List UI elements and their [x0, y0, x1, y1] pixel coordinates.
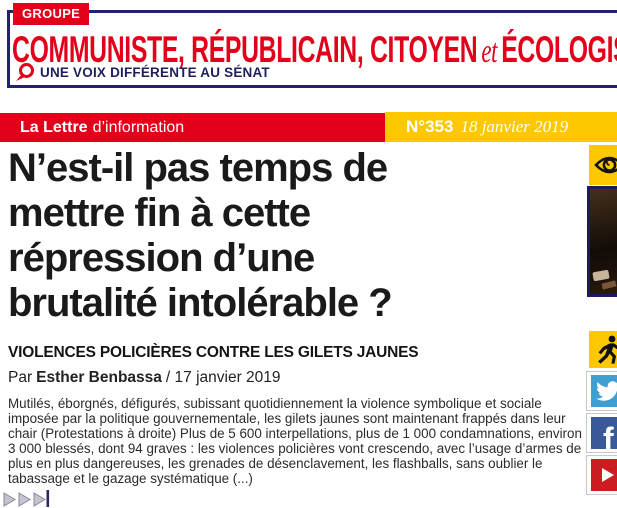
youtube-link[interactable] [586, 455, 617, 495]
eye-icon [594, 154, 617, 176]
video-thumbnail[interactable] [587, 186, 617, 297]
thumbnail-highlight [601, 280, 617, 290]
pager-controls [3, 489, 53, 507]
tagline: UNE VOIX DIFFÉRENTE AU SÉNAT [15, 63, 270, 82]
group-title-part2: ÉCOLOGISTE [501, 29, 617, 70]
youtube-icon [591, 459, 617, 491]
group-title-part1: COMMUNISTE, RÉPUBLICAIN, CITOYEN [12, 29, 478, 70]
article-excerpt: Mutilés, éborgnés, défigurés, subissant … [8, 396, 582, 486]
twitter-icon [591, 375, 617, 407]
tagline-text: UNE VOIX DIFFÉRENTE AU SÉNAT [40, 65, 270, 80]
issue-banner: N°353 18 janvier 2019 [385, 112, 617, 142]
byline-author: Esther Benbassa [36, 369, 162, 386]
lettre-title-rest: d’information [92, 118, 185, 136]
thumbnail-highlight [592, 269, 610, 282]
article-kicker: VIOLENCES POLICIÈRES CONTRE LES GILETS J… [8, 344, 419, 361]
group-title: COMMUNISTE, RÉPUBLICAIN, CITOYEN et ÉCOLOG… [12, 31, 617, 69]
facebook-link[interactable]: f [586, 413, 617, 453]
group-title-et: et [481, 33, 498, 70]
groupe-badge: GROUPE [13, 3, 90, 25]
lettre-title-bold: La Lettre [20, 118, 88, 136]
runner-icon [594, 335, 617, 365]
group-masthead-link[interactable]: GROUPE COMMUNISTE, RÉPUBLICAIN, CITOYEN e… [7, 3, 617, 88]
next-arrow-icon[interactable] [3, 489, 53, 507]
speech-bubble-q-icon [15, 63, 35, 82]
byline-prefix: Par [8, 369, 33, 386]
headline-line: répression d’une [8, 236, 315, 280]
facebook-icon: f [591, 417, 617, 449]
article-title-link[interactable]: N’est-il pas temps de mettre fin à cette… [8, 146, 568, 326]
headline-line: mettre fin à cette [8, 191, 311, 235]
view-online-tile[interactable] [589, 145, 617, 185]
lettre-banner: La Lettre d’information [0, 113, 385, 142]
issue-number: N°353 [406, 117, 454, 136]
issue-date: 18 janvier 2019 [460, 117, 569, 136]
twitter-link[interactable] [586, 371, 617, 411]
headline-line: N’est-il pas temps de [8, 146, 388, 190]
agenda-tile[interactable] [589, 331, 617, 368]
byline-date: / 17 janvier 2019 [165, 369, 281, 386]
headline-line: brutalité intolérable ? [8, 281, 393, 325]
article-byline: Par Esther Benbassa/ 17 janvier 2019 [8, 369, 281, 387]
